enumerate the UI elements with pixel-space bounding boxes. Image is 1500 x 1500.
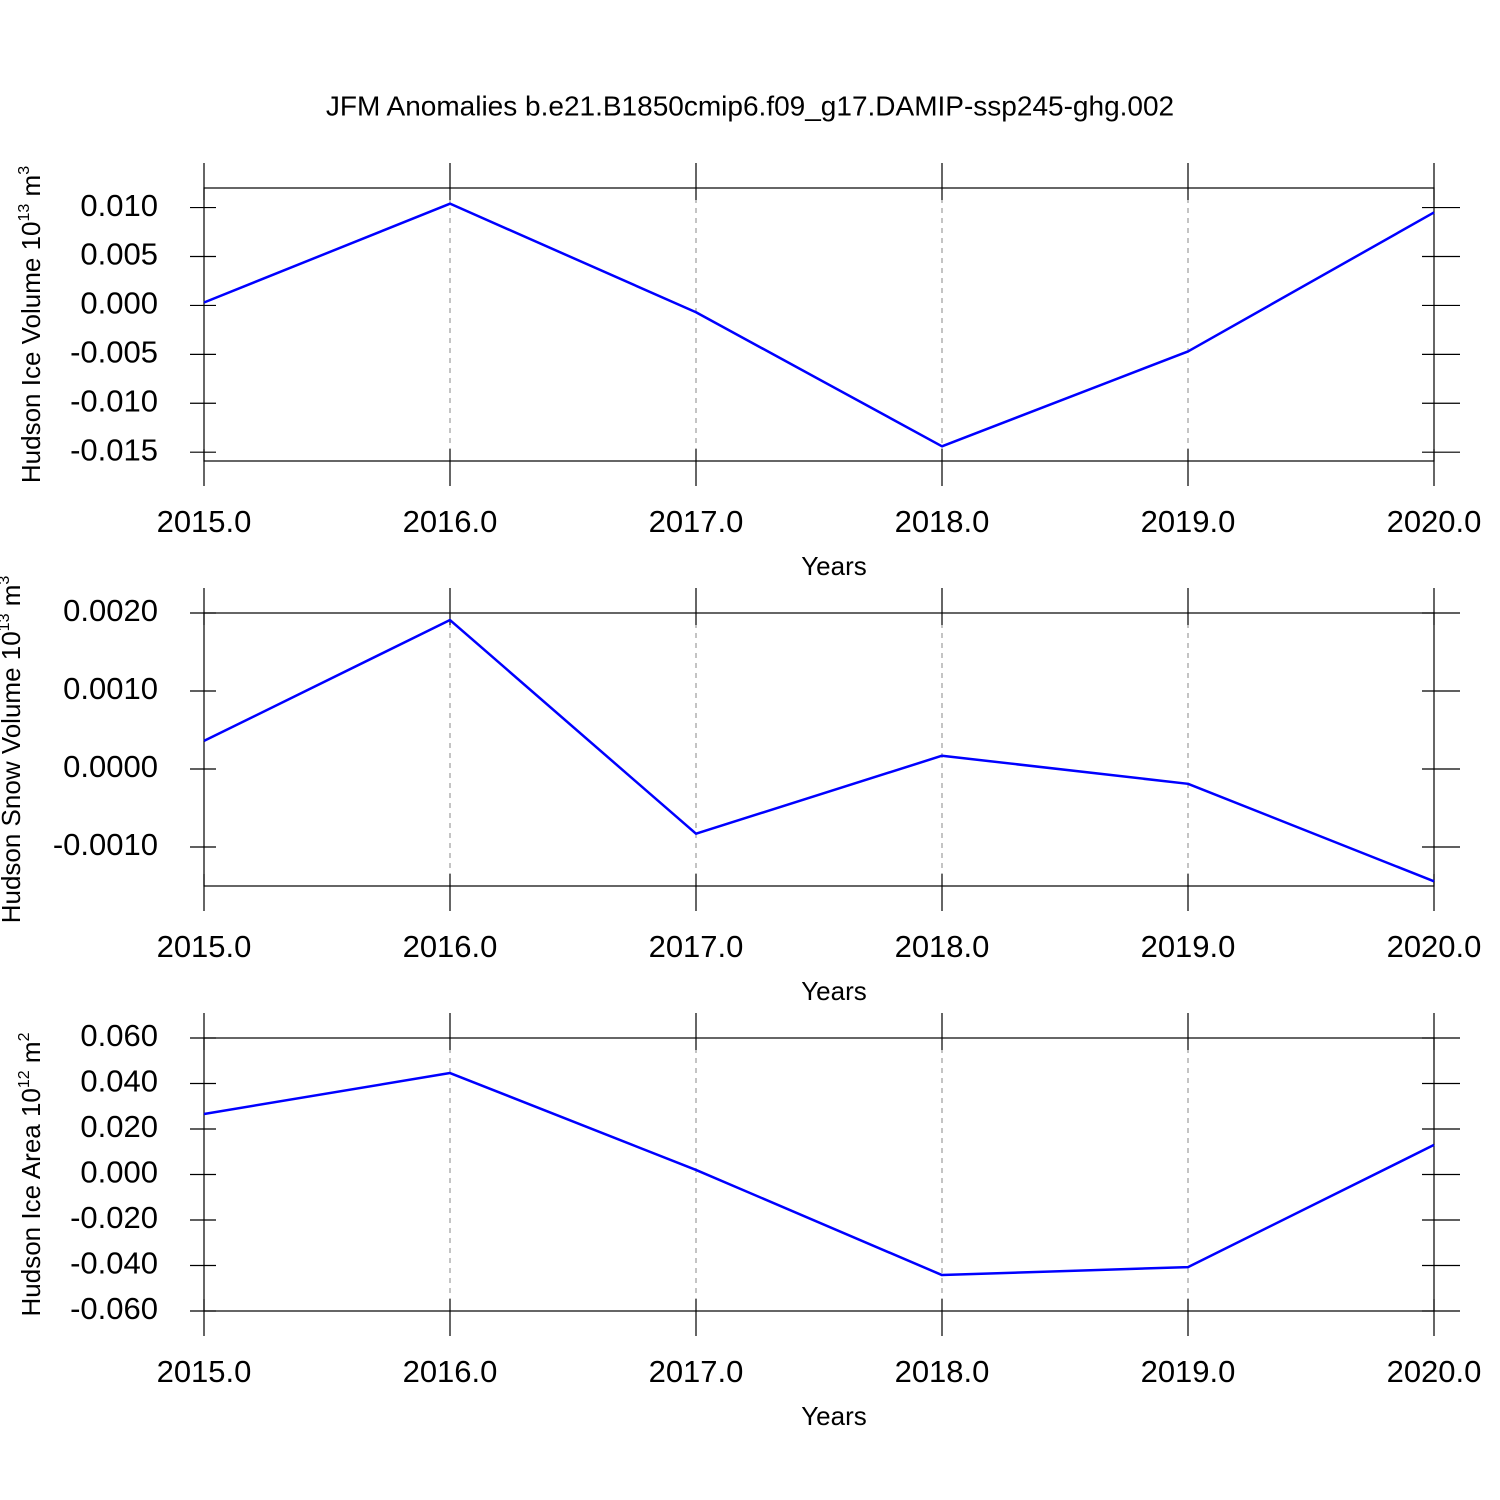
data-line	[203, 202, 1435, 448]
plot-frame	[203, 1037, 1435, 1312]
plot-frame	[203, 612, 1435, 887]
y-tick-label: -0.010	[70, 383, 158, 418]
y-tick-label: 0.040	[80, 1064, 158, 1099]
data-line	[203, 1071, 1435, 1277]
y-axis-label-superscript: 2	[16, 1032, 33, 1041]
data-line	[203, 618, 1435, 883]
y-axis-label-superscript: 3	[16, 166, 33, 175]
x-tick-label: 2015.0	[157, 504, 252, 539]
x-axis-label: Years	[801, 976, 867, 1006]
x-tick-label: 2016.0	[403, 504, 498, 539]
figure-title: JFM Anomalies b.e21.B1850cmip6.f09_g17.D…	[326, 90, 1174, 121]
y-axis-label-part: m	[16, 175, 46, 204]
x-tick-label: 2016.0	[403, 1354, 498, 1389]
y-axis-label: Hudson Snow Volume 1013 m3	[0, 576, 26, 924]
y-tick-label: 0.000	[80, 1155, 158, 1190]
y-axis-label-part: m	[0, 585, 26, 614]
x-tick-label: 2018.0	[895, 1354, 990, 1389]
y-axis-label-superscript: 13	[16, 204, 33, 222]
x-tick-label: 2019.0	[1141, 504, 1236, 539]
y-tick-label: 0.020	[80, 1109, 158, 1144]
y-tick-label: 0.010	[80, 188, 158, 223]
x-tick-label: 2020.0	[1387, 1354, 1482, 1389]
y-tick-label: 0.060	[80, 1018, 158, 1053]
x-axis-label: Years	[801, 551, 867, 581]
x-tick-label: 2015.0	[157, 929, 252, 964]
y-tick-label: 0.0020	[63, 593, 158, 628]
plot-frame	[203, 187, 1435, 462]
y-tick-label: 0.005	[80, 237, 158, 272]
x-tick-label: 2017.0	[649, 504, 744, 539]
y-tick-label: -0.015	[70, 432, 158, 467]
x-tick-label: 2018.0	[895, 929, 990, 964]
y-axis-label: Hudson Ice Area 1012 m2	[16, 1032, 46, 1316]
y-axis-label-part: Hudson Ice Area 10	[16, 1088, 46, 1316]
x-axis-label: Years	[801, 1401, 867, 1431]
x-tick-label: 2020.0	[1387, 929, 1482, 964]
y-tick-label: -0.0010	[53, 827, 158, 862]
x-tick-label: 2019.0	[1141, 1354, 1236, 1389]
y-tick-label: 0.0000	[63, 749, 158, 784]
x-tick-label: 2019.0	[1141, 929, 1236, 964]
x-tick-label: 2017.0	[649, 1354, 744, 1389]
y-axis-label-superscript: 13	[0, 613, 13, 631]
y-axis-label-part: Hudson Snow Volume 10	[0, 631, 26, 923]
x-tick-label: 2018.0	[895, 504, 990, 539]
y-tick-label: 0.000	[80, 286, 158, 321]
y-tick-label: -0.060	[70, 1291, 158, 1326]
y-axis-label-part: m	[16, 1041, 46, 1070]
y-axis-label-part: Hudson Ice Volume 10	[16, 221, 46, 483]
y-tick-label: -0.040	[70, 1246, 158, 1281]
y-axis-label: Hudson Ice Volume 1013 m3	[16, 166, 46, 483]
x-tick-label: 2016.0	[403, 929, 498, 964]
y-tick-label: 0.0010	[63, 671, 158, 706]
x-tick-label: 2020.0	[1387, 504, 1482, 539]
y-tick-label: -0.020	[70, 1200, 158, 1235]
y-tick-label: -0.005	[70, 335, 158, 370]
x-tick-label: 2017.0	[649, 929, 744, 964]
x-tick-label: 2015.0	[157, 1354, 252, 1389]
y-axis-label-superscript: 12	[16, 1070, 33, 1088]
y-axis-label-superscript: 3	[0, 576, 13, 585]
